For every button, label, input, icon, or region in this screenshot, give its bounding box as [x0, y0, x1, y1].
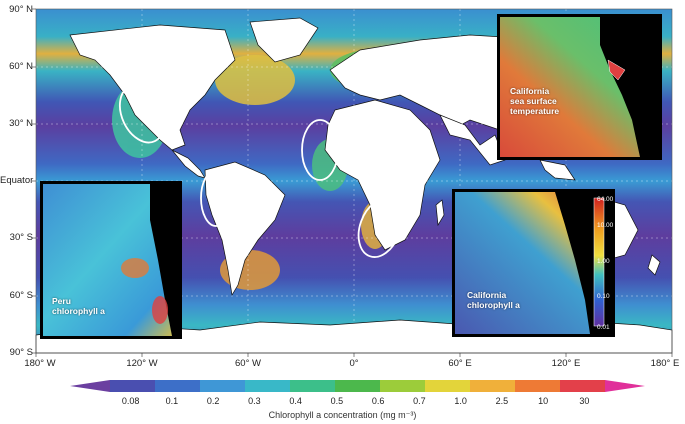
lat-label-60n: 60° N — [9, 61, 33, 72]
colorbar-tick-label: 30 — [579, 396, 590, 406]
inset-calchl-label: California chlorophyll a — [467, 290, 520, 310]
colorbar-segment — [560, 380, 606, 392]
inset-peru-label-line1: Peru — [52, 296, 71, 306]
colorbar-segment — [245, 380, 291, 392]
lat-label-90s: 90° S — [9, 347, 33, 358]
greenland-land — [249, 17, 319, 63]
lon-label-180e: 180° E — [650, 358, 680, 369]
inset-peru-label: Peru chlorophyll a — [52, 296, 105, 316]
colorbar-right-arrow — [605, 380, 645, 392]
benguela-upwelling-ellipse — [357, 198, 403, 258]
canary-upwelling-ellipse — [301, 119, 339, 181]
scale-tick-0-01: 0.01 — [597, 324, 610, 331]
inset-california-sst — [497, 14, 662, 160]
scale-tick-0-1: 0.10 — [597, 293, 610, 300]
colorbar — [70, 380, 645, 392]
color-scale-bar — [593, 197, 605, 327]
lat-label-90n: 90° N — [9, 4, 33, 15]
colorbar-segment — [200, 380, 246, 392]
colorbar-segment — [110, 380, 156, 392]
inset-sst-label: California sea surface temperature — [510, 86, 559, 116]
colorbar-tick-label: 0.6 — [371, 396, 385, 406]
inset-peru-label-line2: chlorophyll a — [52, 306, 105, 316]
lat-label-equator: Equator — [0, 175, 34, 186]
north-america-land — [69, 24, 236, 151]
colorbar-tick-label: 0.1 — [165, 396, 179, 406]
colorbar-tick-label: 0.7 — [413, 396, 426, 406]
colorbar-tick-label: 0.3 — [248, 396, 261, 406]
inset-calchl-label-line2: chlorophyll a — [467, 300, 520, 310]
colorbar-tick-label: 10 — [538, 396, 549, 406]
south-america-land — [204, 161, 286, 297]
new-zealand-land — [647, 254, 661, 276]
scale-tick-64: 64.00 — [597, 196, 614, 203]
lon-label-180w: 180° W — [24, 358, 56, 369]
colorbar-title: Chlorophyll a concentration (mg m⁻³) — [268, 410, 417, 420]
colorbar-left-arrow — [70, 380, 110, 392]
axis-ticks — [32, 8, 673, 357]
inset-sst-label-line2: sea surface — [510, 96, 557, 106]
colorbar-segment — [425, 380, 471, 392]
lat-label-60s: 60° S — [9, 290, 33, 301]
africa-land — [324, 99, 441, 251]
california-upwelling-ellipse — [118, 84, 166, 144]
colorbar-segment — [380, 380, 426, 392]
colorbar-segment — [335, 380, 381, 392]
inset-calchl-label-line1: California — [467, 290, 507, 300]
inset-sst-label-line3: temperature — [510, 106, 560, 116]
lon-label-60e: 60° E — [448, 358, 472, 369]
colorbar-tick-label: 0.4 — [289, 396, 302, 406]
lon-label-120w: 120° W — [126, 358, 158, 369]
lon-label-120e: 120° E — [551, 358, 581, 369]
inset-california-chlorophyll — [452, 189, 615, 337]
inset-sst-label-line1: California — [510, 86, 550, 96]
scale-tick-10: 10.00 — [597, 222, 614, 229]
peru-upwelling-ellipse — [200, 169, 232, 227]
colorbar-segment — [155, 380, 201, 392]
lon-label-0: 0° — [349, 358, 359, 369]
colorbar-tick-label: 1.0 — [454, 396, 467, 406]
colorbar-tick-label: 0.2 — [206, 396, 220, 406]
colorbar-tick-label: 0.08 — [121, 396, 140, 406]
colorbar-segment — [515, 380, 561, 392]
colorbar-segment — [290, 380, 336, 392]
madagascar-land — [435, 199, 445, 227]
colorbar-tick-label: 2.5 — [495, 396, 509, 406]
lon-label-60w: 60° W — [235, 358, 261, 369]
colorbar-tick-label: 0.5 — [330, 396, 344, 406]
upwelling-outlines — [118, 84, 403, 258]
scale-tick-1: 1.00 — [597, 258, 610, 265]
lat-label-30s: 30° S — [9, 232, 33, 243]
inset-peru-chlorophyll — [40, 181, 182, 339]
colorbar-segment — [470, 380, 516, 392]
lat-label-30n: 30° N — [9, 118, 33, 129]
